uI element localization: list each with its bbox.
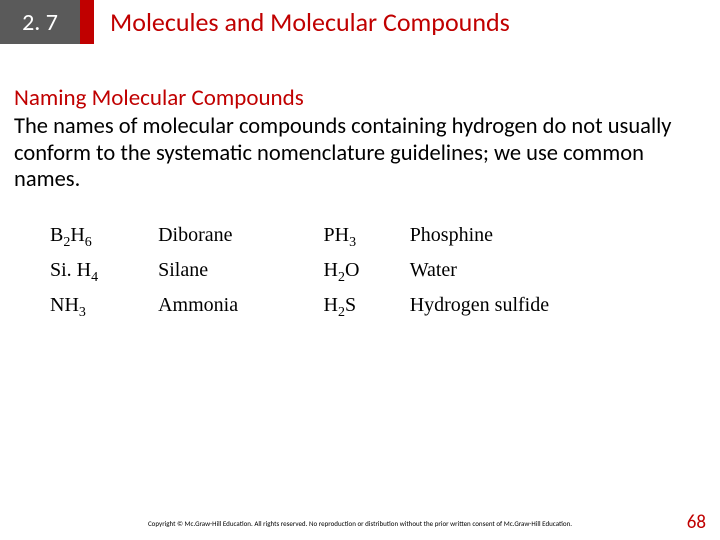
name-cell: Ammonia — [152, 290, 317, 325]
formula-cell: NH3 — [44, 290, 152, 325]
formula-cell: Si. H4 — [44, 255, 152, 290]
formula-cell: H2O — [318, 255, 404, 290]
slide-body: Naming Molecular Compounds The names of … — [0, 44, 720, 325]
formula-cell: B2H6 — [44, 220, 152, 255]
name-cell: Diborane — [152, 220, 317, 255]
slide: 2. 7 Molecules and Molecular Compounds N… — [0, 0, 720, 540]
table-row: Si. H4 Silane H2O Water — [44, 255, 676, 290]
copyright-text: Copyright © Mc.Graw-Hill Education. All … — [0, 519, 720, 528]
subtitle: Naming Molecular Compounds — [14, 84, 706, 112]
page-number: 68 — [687, 511, 706, 534]
table-row: B2H6 Diborane PH3 Phosphine — [44, 220, 676, 255]
name-cell: Hydrogen sulfide — [404, 290, 676, 325]
name-cell: Phosphine — [404, 220, 676, 255]
section-number-box: 2. 7 — [0, 0, 80, 44]
name-cell: Silane — [152, 255, 317, 290]
accent-bar — [80, 0, 94, 44]
slide-header: 2. 7 Molecules and Molecular Compounds — [0, 0, 720, 44]
name-cell: Water — [404, 255, 676, 290]
compounds-table: B2H6 Diborane PH3 Phosphine Si. H4 Silan… — [44, 220, 676, 325]
paragraph: The names of molecular compounds contain… — [14, 114, 706, 194]
compounds-table-wrap: B2H6 Diborane PH3 Phosphine Si. H4 Silan… — [14, 220, 706, 325]
formula-cell: PH3 — [318, 220, 404, 255]
formula-cell: H2S — [318, 290, 404, 325]
section-number: 2. 7 — [22, 8, 58, 37]
table-row: NH3 Ammonia H2S Hydrogen sulfide — [44, 290, 676, 325]
slide-title: Molecules and Molecular Compounds — [94, 0, 510, 44]
